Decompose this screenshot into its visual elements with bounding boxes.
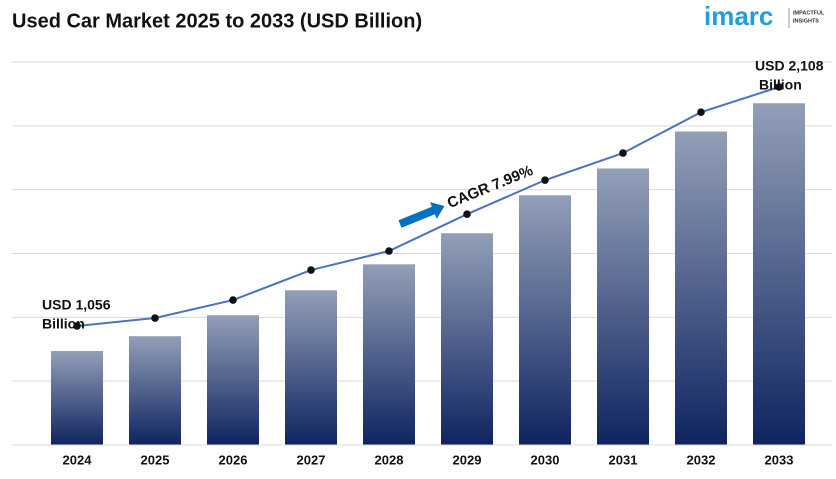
trend-point — [385, 247, 393, 255]
x-tick-label: 2026 — [219, 452, 248, 467]
trend-point — [697, 108, 705, 117]
trend-point — [775, 83, 783, 91]
logo-tagline: INSIGHTS — [793, 18, 819, 24]
value-annotation: USD 2,108 — [755, 58, 824, 74]
trend-point — [541, 176, 549, 184]
x-tick-label: 2025 — [141, 452, 170, 467]
x-tick-label: 2032 — [687, 452, 716, 467]
cagr-arrow — [398, 202, 445, 228]
x-tick-label: 2030 — [531, 452, 560, 467]
x-tick-label: 2033 — [765, 452, 794, 467]
x-tick-label: 2024 — [63, 452, 93, 467]
chart-title: Used Car Market 2025 to 2033 (USD Billio… — [12, 10, 422, 32]
x-tick-label: 2027 — [297, 452, 326, 467]
trend-point — [619, 149, 627, 157]
bar — [51, 351, 103, 445]
bar — [675, 131, 727, 446]
bar — [207, 315, 259, 445]
trend-point — [73, 322, 81, 330]
trend-line — [76, 86, 780, 327]
cagr-annotation: CAGR 7.99% — [398, 162, 535, 228]
x-tick-label: 2031 — [609, 452, 638, 467]
bar — [363, 264, 415, 445]
trend-point — [463, 210, 471, 219]
logo-brand: imarc — [704, 1, 773, 31]
bar — [597, 168, 649, 445]
trend-point — [151, 314, 159, 322]
x-tick-label: 2028 — [375, 452, 404, 467]
value-annotation: Billion — [42, 316, 85, 332]
bar — [441, 233, 493, 445]
value-annotation: Billion — [759, 77, 802, 93]
bar — [753, 103, 805, 445]
value-annotation: USD 1,056 — [42, 297, 111, 313]
bar — [129, 336, 181, 445]
trend-point — [229, 296, 237, 304]
logo-tagline: IMPACTFUL — [793, 10, 825, 16]
bar — [519, 195, 571, 445]
trend-point — [307, 266, 315, 274]
bar — [285, 290, 337, 445]
x-tick-label: 2029 — [453, 452, 482, 467]
